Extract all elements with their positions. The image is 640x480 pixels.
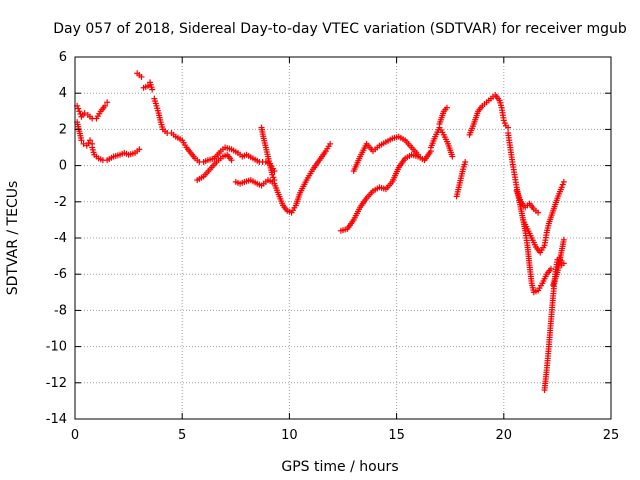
- x-tick-label: 15: [388, 428, 405, 443]
- data-point: [500, 117, 507, 124]
- data-point: [149, 86, 156, 93]
- y-tick-label: -10: [46, 340, 67, 355]
- data-point: [104, 99, 111, 106]
- data-point: [449, 153, 456, 160]
- data-point: [144, 82, 151, 89]
- data-point: [560, 178, 567, 185]
- y-tick-label: -12: [46, 376, 67, 391]
- y-axis-title: SDTVAR / TECUs: [5, 181, 21, 296]
- y-tick-label: -6: [54, 267, 67, 282]
- data-point: [138, 73, 145, 80]
- data-point: [102, 102, 109, 109]
- data-point: [81, 110, 88, 117]
- y-tick-label: 0: [59, 159, 67, 174]
- data-point: [443, 104, 450, 111]
- x-tick-label: 10: [281, 428, 298, 443]
- data-point: [136, 146, 143, 153]
- data-point: [558, 184, 565, 191]
- data-point: [76, 108, 83, 115]
- data-point: [327, 140, 334, 147]
- data-point: [535, 209, 542, 216]
- y-tick-label: -8: [54, 303, 67, 318]
- data-marks: [74, 70, 567, 394]
- data-point: [415, 151, 422, 158]
- y-tick-label: -14: [46, 412, 67, 427]
- x-tick-label: 0: [71, 428, 79, 443]
- y-tick-label: 2: [59, 122, 67, 137]
- data-point: [559, 181, 566, 188]
- y-tick-label: 6: [59, 50, 67, 65]
- data-point: [77, 111, 84, 118]
- y-tick-label: -2: [54, 195, 67, 210]
- x-tick-label: 25: [603, 428, 620, 443]
- data-point: [560, 236, 567, 243]
- data-point: [547, 265, 554, 272]
- data-point: [80, 140, 87, 147]
- data-point: [78, 137, 85, 144]
- data-point: [501, 120, 508, 127]
- y-tick-label: -4: [54, 231, 67, 246]
- data-point: [87, 137, 94, 144]
- data-point: [75, 105, 82, 112]
- data-point: [228, 157, 235, 164]
- x-tick-label: 5: [178, 428, 186, 443]
- chart-title: Day 057 of 2018, Sidereal Day-to-day VTE…: [53, 21, 627, 37]
- data-point: [462, 158, 469, 165]
- data-point: [505, 124, 512, 131]
- x-axis: 0 5 10 15 20 25: [71, 57, 619, 443]
- data-point: [271, 168, 278, 175]
- y-axis: -14 -12 -10 -8 -6 -4 -2 0 2 4 6: [46, 50, 611, 427]
- data-point: [270, 174, 277, 181]
- x-tick-label: 20: [496, 428, 513, 443]
- y-tick-label: 4: [59, 86, 67, 101]
- data-point: [269, 171, 276, 178]
- x-axis-title: GPS time / hours: [281, 459, 398, 475]
